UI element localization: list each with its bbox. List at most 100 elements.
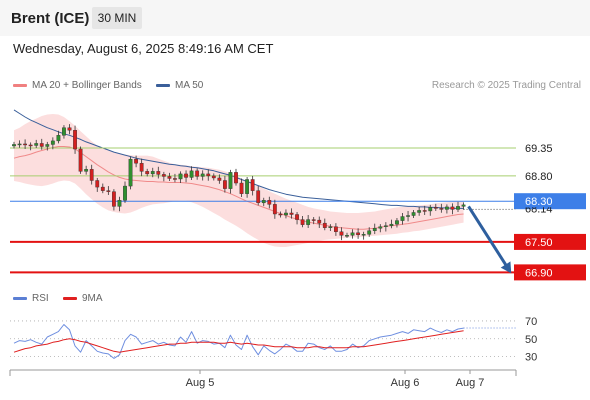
candle (328, 224, 333, 232)
candle (150, 167, 155, 178)
candle (450, 203, 455, 215)
candle-body (339, 231, 344, 236)
candle (395, 218, 399, 228)
ma50-line (13, 109, 464, 209)
candle (322, 218, 327, 231)
candle (411, 209, 416, 219)
candle (134, 155, 138, 168)
candle (128, 156, 133, 190)
rsi-tick-70: 70 (525, 316, 537, 328)
level-label-66-90: 66.90 (525, 267, 553, 279)
candle (417, 206, 422, 216)
candle-body (456, 206, 460, 210)
candle (428, 204, 433, 216)
candle-body (450, 206, 455, 210)
instrument-title: Brent (ICE) (11, 10, 90, 27)
candle-body (206, 173, 211, 177)
candle-body (439, 208, 444, 210)
candle (284, 209, 288, 219)
candle-body (178, 173, 183, 180)
candle-body (134, 158, 138, 164)
candle (145, 168, 150, 177)
candle-body (84, 169, 89, 172)
legend-rsi: RSI (13, 293, 49, 304)
candle (228, 169, 233, 194)
legend-rsi-label: RSI (32, 293, 49, 304)
rsi-ma-line (13, 330, 464, 353)
projection-arrow-line (467, 205, 510, 270)
candle-body (156, 171, 161, 175)
candle-body (50, 140, 55, 145)
candle (84, 165, 89, 175)
candle (267, 196, 272, 209)
candle-body (317, 219, 322, 224)
candle-body (267, 200, 272, 205)
candle-body (28, 144, 33, 147)
candle (389, 219, 394, 229)
candle-body (145, 171, 150, 175)
candle-body (173, 178, 177, 180)
candle (117, 196, 122, 212)
candle-body (211, 175, 216, 179)
candle (173, 173, 177, 183)
candle-body (378, 226, 383, 229)
candle-body (261, 200, 266, 204)
interval-selector[interactable]: 30 MIN (92, 7, 142, 29)
legend-ma50-swatch (156, 83, 170, 87)
candle (356, 228, 360, 239)
candle (206, 169, 211, 181)
candle (189, 166, 194, 180)
candle-body (95, 180, 100, 188)
legend-ma20: MA 20 + Bollinger Bands (13, 80, 142, 91)
candle (378, 224, 383, 233)
credit-text: Research © 2025 Trading Central (431, 80, 581, 91)
candle (300, 216, 305, 228)
candle (250, 175, 255, 196)
candle (17, 140, 22, 148)
candle (289, 208, 294, 219)
candle-body (34, 143, 39, 146)
candle-body (228, 172, 233, 189)
candle-body (161, 174, 166, 177)
candle (217, 174, 222, 184)
candle (339, 227, 344, 241)
candle (45, 141, 50, 151)
candle-body (278, 213, 283, 216)
legend-ma20-label: MA 20 + Bollinger Bands (32, 80, 142, 91)
candle-body (433, 207, 438, 209)
candle-body (400, 216, 405, 221)
candle (106, 186, 111, 195)
level-label-68-80: 68.80 (525, 171, 553, 183)
candle (372, 223, 377, 235)
candle-body (39, 143, 44, 147)
candle-body (461, 204, 466, 207)
candle-body (167, 176, 172, 179)
legend-rsi-swatch (13, 296, 27, 300)
candle (306, 215, 311, 228)
candle-body (200, 173, 205, 177)
candle (272, 199, 277, 219)
level-tag-67-50 (514, 233, 586, 250)
candle-body (139, 163, 144, 172)
candle (56, 130, 61, 144)
candle (239, 178, 244, 197)
candle (62, 125, 66, 139)
candle (245, 176, 249, 198)
candle (456, 201, 460, 212)
candle (345, 232, 349, 238)
candle-body (128, 158, 133, 187)
candle (445, 204, 449, 214)
candle-body (250, 179, 255, 191)
pivot-tag-overlay (514, 193, 586, 208)
candle-body (322, 222, 327, 228)
candle-body (106, 190, 111, 192)
candle-body (289, 212, 294, 215)
candle-body (150, 171, 155, 175)
bollinger-band-area (14, 114, 464, 247)
candle-body (361, 234, 366, 236)
candle-body (222, 180, 227, 189)
pivot-label-overlay: 68.30 (525, 196, 553, 208)
legend-ma50: MA 50 (156, 80, 203, 91)
candle-body (411, 212, 416, 216)
